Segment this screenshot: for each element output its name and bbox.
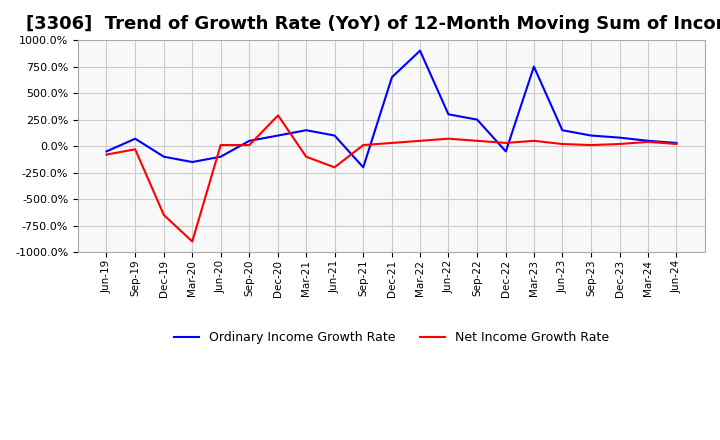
Legend: Ordinary Income Growth Rate, Net Income Growth Rate: Ordinary Income Growth Rate, Net Income … <box>168 326 614 349</box>
Line: Net Income Growth Rate: Net Income Growth Rate <box>107 115 677 242</box>
Line: Ordinary Income Growth Rate: Ordinary Income Growth Rate <box>107 51 677 167</box>
Title: [3306]  Trend of Growth Rate (YoY) of 12-Month Moving Sum of Incomes: [3306] Trend of Growth Rate (YoY) of 12-… <box>26 15 720 33</box>
